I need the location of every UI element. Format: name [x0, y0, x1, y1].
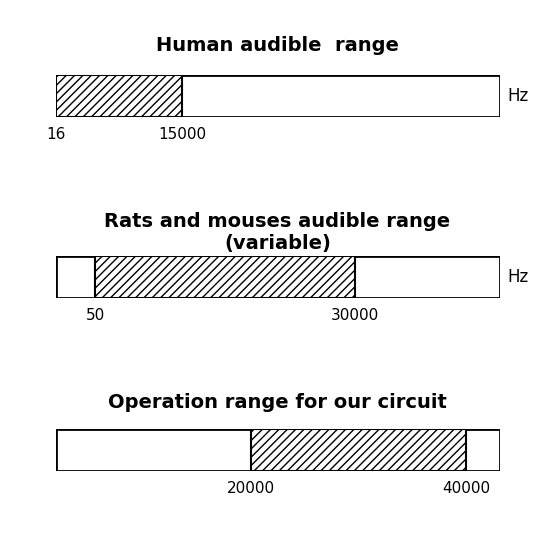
Bar	[251, 429, 466, 471]
Text: 16: 16	[46, 127, 65, 142]
Text: 40000: 40000	[442, 481, 490, 496]
Text: Human audible  range: Human audible range	[156, 36, 399, 55]
Text: 50: 50	[86, 308, 105, 323]
Text: Rats and mouses audible range
(variable): Rats and mouses audible range (variable)	[104, 212, 451, 253]
Text: Hz: Hz	[507, 87, 528, 105]
Text: 15000: 15000	[158, 127, 206, 142]
Text: Operation range for our circuit: Operation range for our circuit	[108, 393, 447, 412]
Bar	[95, 256, 355, 298]
Text: 30000: 30000	[331, 308, 379, 323]
Bar	[56, 75, 182, 117]
Text: Hz: Hz	[507, 268, 528, 286]
Text: 20000: 20000	[227, 481, 275, 496]
